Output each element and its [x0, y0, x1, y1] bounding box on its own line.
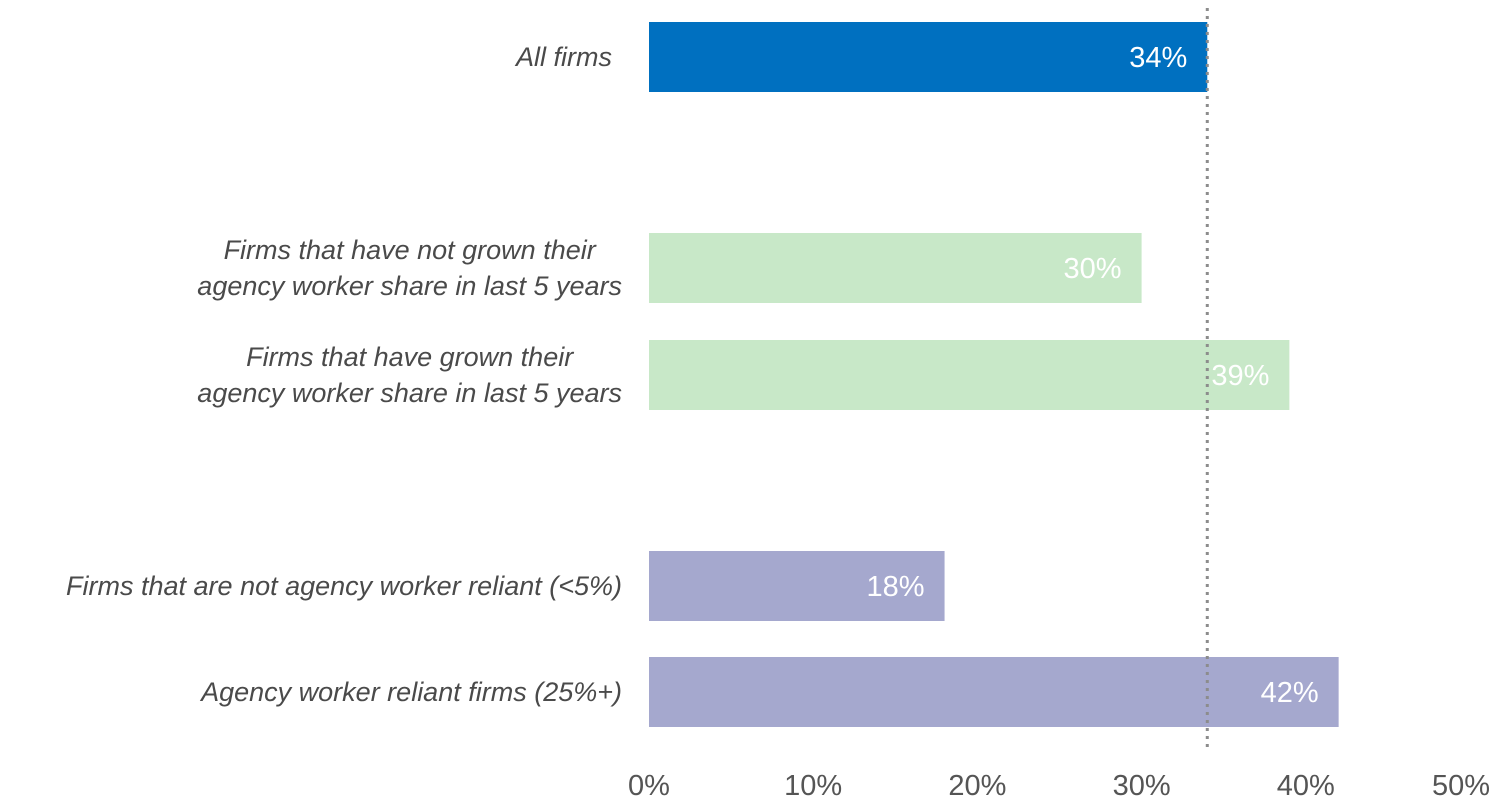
category-labels-layer: All firms Firms that have not grown their… — [66, 42, 622, 707]
value-labels-layer: 34% 30% 39% 18% 42% — [867, 42, 1319, 709]
bar-4 — [649, 657, 1339, 727]
category-label-3: Firms that are not agency worker reliant… — [66, 571, 622, 601]
category-label-0: All firms — [514, 42, 612, 72]
bar-0 — [649, 22, 1208, 92]
bar-3 — [649, 551, 945, 621]
value-label-2: 39% — [1211, 360, 1269, 392]
bar-1 — [649, 233, 1142, 303]
value-label-1: 30% — [1064, 253, 1122, 285]
category-label-1: Firms that have not grown their agency wo… — [197, 235, 622, 301]
x-tick-label-4: 40% — [1277, 770, 1335, 799]
value-label-3: 18% — [867, 571, 925, 603]
category-label-4: Agency worker reliant firms (25%+) — [199, 677, 622, 707]
x-tick-label-1: 10% — [784, 770, 842, 799]
x-tick-label-5: 50% — [1432, 770, 1490, 799]
value-label-4: 42% — [1261, 677, 1319, 709]
bars-layer — [649, 22, 1339, 727]
value-label-0: 34% — [1129, 42, 1187, 74]
x-tick-label-3: 30% — [1113, 770, 1171, 799]
x-axis-ticks: 0% 10% 20% 30% 40% 50% — [628, 770, 1490, 799]
category-label-2: Firms that have grown their agency worker… — [197, 342, 622, 408]
bar-2 — [649, 340, 1290, 410]
x-tick-label-0: 0% — [628, 770, 670, 799]
x-tick-label-2: 20% — [948, 770, 1006, 799]
